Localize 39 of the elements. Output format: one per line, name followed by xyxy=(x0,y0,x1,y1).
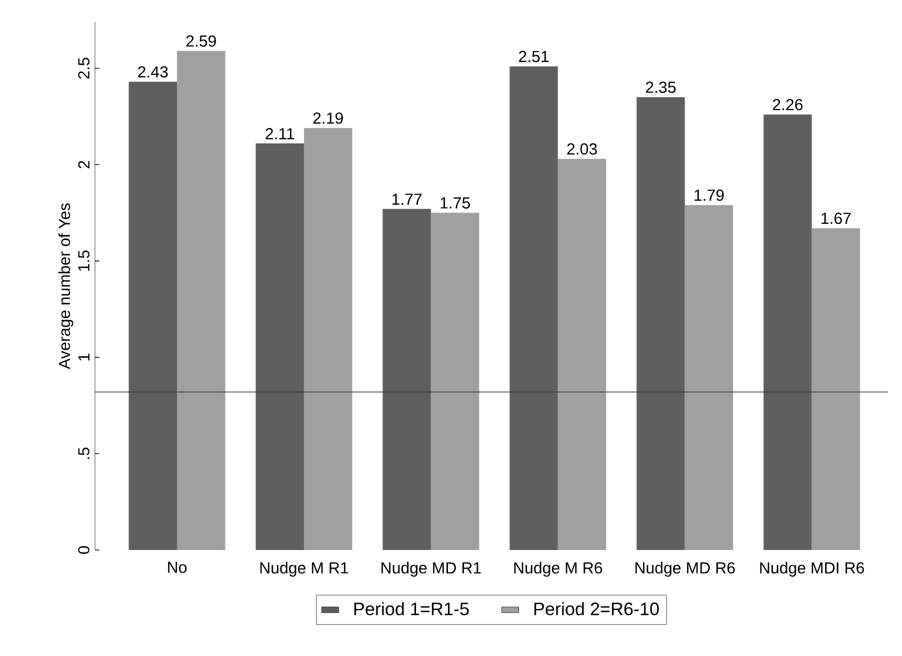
bar xyxy=(558,158,606,550)
y-tick-label: 0 xyxy=(78,546,90,554)
y-axis-title: Average number of Yes xyxy=(58,203,74,370)
bar xyxy=(177,50,226,550)
legend-label: Period 2=R6-10 xyxy=(534,602,659,616)
bar xyxy=(128,82,177,550)
bar xyxy=(382,208,431,550)
y-tick-label: 2.5 xyxy=(78,58,90,79)
y-tick-label: 1.5 xyxy=(78,250,90,271)
y-tick-label: 2 xyxy=(78,160,90,168)
data-label: 1.77 xyxy=(392,194,422,205)
x-tick-label: No xyxy=(168,562,187,573)
y-tick-label: .5 xyxy=(78,448,90,459)
bar xyxy=(764,114,812,550)
bar xyxy=(636,97,685,550)
data-label: 2.35 xyxy=(646,82,676,93)
legend-label: Period 1=R1-5 xyxy=(354,602,469,616)
data-label: 1.75 xyxy=(440,197,470,209)
data-label: 2.59 xyxy=(186,35,216,47)
x-tick-label: Nudge MD R6 xyxy=(635,562,735,577)
bar xyxy=(430,212,480,550)
x-tick-label: Nudge MDI R6 xyxy=(760,562,864,577)
bar xyxy=(510,66,558,550)
bar xyxy=(304,128,352,550)
bar xyxy=(256,143,304,550)
data-label: 2.43 xyxy=(138,66,168,78)
data-label: 2.26 xyxy=(772,98,803,110)
bar xyxy=(684,205,734,550)
x-tick-label: Nudge MD R1 xyxy=(382,562,481,577)
data-label: 2.03 xyxy=(567,143,597,155)
y-tick-label: 1 xyxy=(78,354,90,361)
data-label: 2.51 xyxy=(518,50,549,62)
x-tick-label: Nudge M R6 xyxy=(514,562,602,577)
x-tick-label: Nudge M R1 xyxy=(260,562,348,577)
data-label: 2.11 xyxy=(266,128,294,140)
data-label: 1.67 xyxy=(822,212,851,224)
data-label: 1.79 xyxy=(694,190,724,201)
data-label: 2.19 xyxy=(313,112,343,124)
bar xyxy=(812,228,860,550)
